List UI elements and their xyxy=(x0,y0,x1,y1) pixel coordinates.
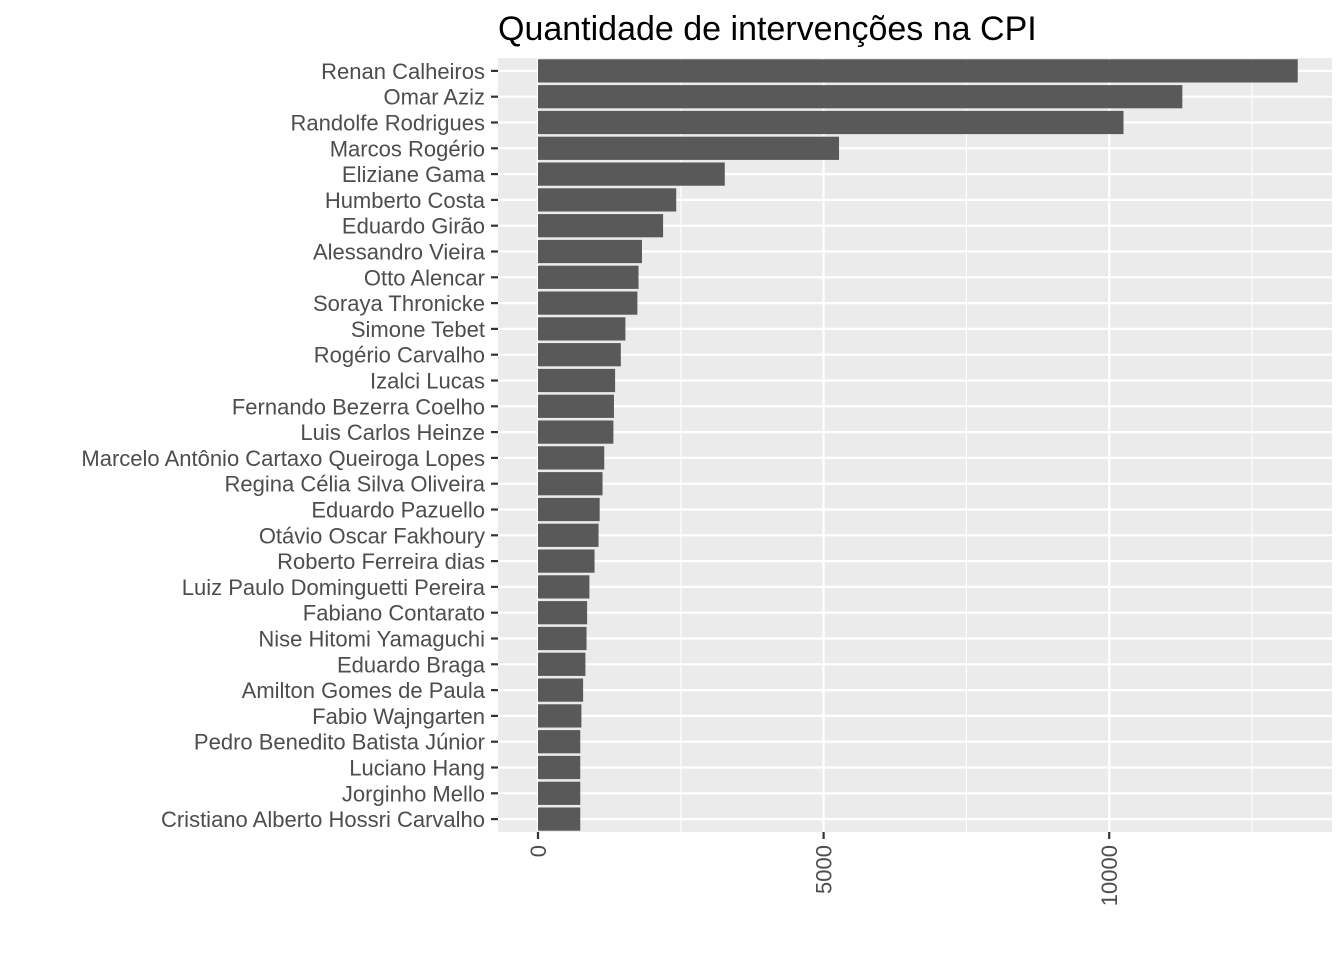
bar xyxy=(537,188,677,212)
bar xyxy=(537,110,1124,135)
y-tick-label: Eduardo Braga xyxy=(337,652,486,677)
y-tick-label: Humberto Costa xyxy=(325,188,486,213)
bar xyxy=(537,239,642,264)
x-tick-label: 10000 xyxy=(1097,845,1122,906)
bar xyxy=(537,704,582,728)
bar xyxy=(537,575,590,599)
y-tick-label: Rogério Carvalho xyxy=(314,343,485,368)
y-tick-label: Marcos Rogério xyxy=(330,136,485,161)
bar xyxy=(537,162,725,186)
y-tick-label: Roberto Ferreira dias xyxy=(277,549,485,574)
y-tick-label: Omar Aziz xyxy=(384,85,485,110)
y-tick-label: Pedro Benedito Batista Júnior xyxy=(194,730,485,755)
bar xyxy=(537,472,603,496)
bar xyxy=(537,730,581,754)
y-tick-label: Nise Hitomi Yamaguchi xyxy=(258,627,485,652)
y-tick-label: Eliziane Gama xyxy=(342,162,486,187)
y-tick-label: Alessandro Vieira xyxy=(313,240,486,265)
y-tick-label: Fernando Bezerra Coelho xyxy=(232,394,485,419)
y-tick-label: Marcelo Antônio Cartaxo Queiroga Lopes xyxy=(81,446,485,471)
y-tick-label: Randolfe Rodrigues xyxy=(291,111,485,136)
bar xyxy=(537,136,840,160)
bar xyxy=(537,59,1298,83)
y-tick-label: Regina Célia Silva Oliveira xyxy=(225,472,486,497)
x-tick-label: 0 xyxy=(526,845,551,857)
y-tick-label: Cristiano Alberto Hossri Carvalho xyxy=(161,807,485,832)
bar xyxy=(537,678,584,702)
bar xyxy=(537,420,614,444)
y-tick-label: Fabio Wajngarten xyxy=(312,704,485,729)
y-tick-label: Luciano Hang xyxy=(349,756,485,781)
bar xyxy=(537,85,1183,109)
y-tick-label: Eduardo Pazuello xyxy=(311,498,485,523)
plot-panel xyxy=(498,58,1332,832)
y-tick-label: Jorginho Mello xyxy=(342,781,485,806)
bar xyxy=(537,317,626,341)
y-tick-label: Eduardo Girão xyxy=(342,214,485,239)
bar xyxy=(537,781,581,805)
y-tick-label: Izalci Lucas xyxy=(370,369,485,394)
y-tick-label: Simone Tebet xyxy=(351,317,485,342)
bar xyxy=(537,807,581,831)
bar xyxy=(537,497,600,522)
y-tick-label: Otto Alencar xyxy=(364,265,485,290)
y-tick-label: Renan Calheiros xyxy=(321,59,485,84)
bar xyxy=(537,343,621,367)
bar xyxy=(537,368,616,393)
y-tick-label: Soraya Thronicke xyxy=(313,291,485,316)
bar xyxy=(537,601,588,625)
bar xyxy=(537,549,595,573)
x-tick-label: 5000 xyxy=(812,845,837,894)
bar xyxy=(537,291,638,315)
bar xyxy=(537,265,639,289)
bar xyxy=(537,446,605,470)
y-tick-label: Luiz Paulo Dominguetti Pereira xyxy=(182,575,486,600)
bar xyxy=(537,523,599,547)
bar xyxy=(537,394,614,418)
y-tick-label: Otávio Oscar Fakhoury xyxy=(259,523,485,548)
chart-title: Quantidade de intervenções na CPI xyxy=(498,10,1037,48)
bars xyxy=(537,59,1298,831)
y-tick-label: Fabiano Contarato xyxy=(303,601,485,626)
bar xyxy=(537,755,581,780)
y-tick-label: Amilton Gomes de Paula xyxy=(242,678,486,703)
y-tick-label: Luis Carlos Heinze xyxy=(300,420,485,445)
bar xyxy=(537,214,664,238)
x-axis: 0 5000 10000 xyxy=(526,832,1122,906)
bar xyxy=(537,626,587,651)
bar xyxy=(537,652,586,676)
